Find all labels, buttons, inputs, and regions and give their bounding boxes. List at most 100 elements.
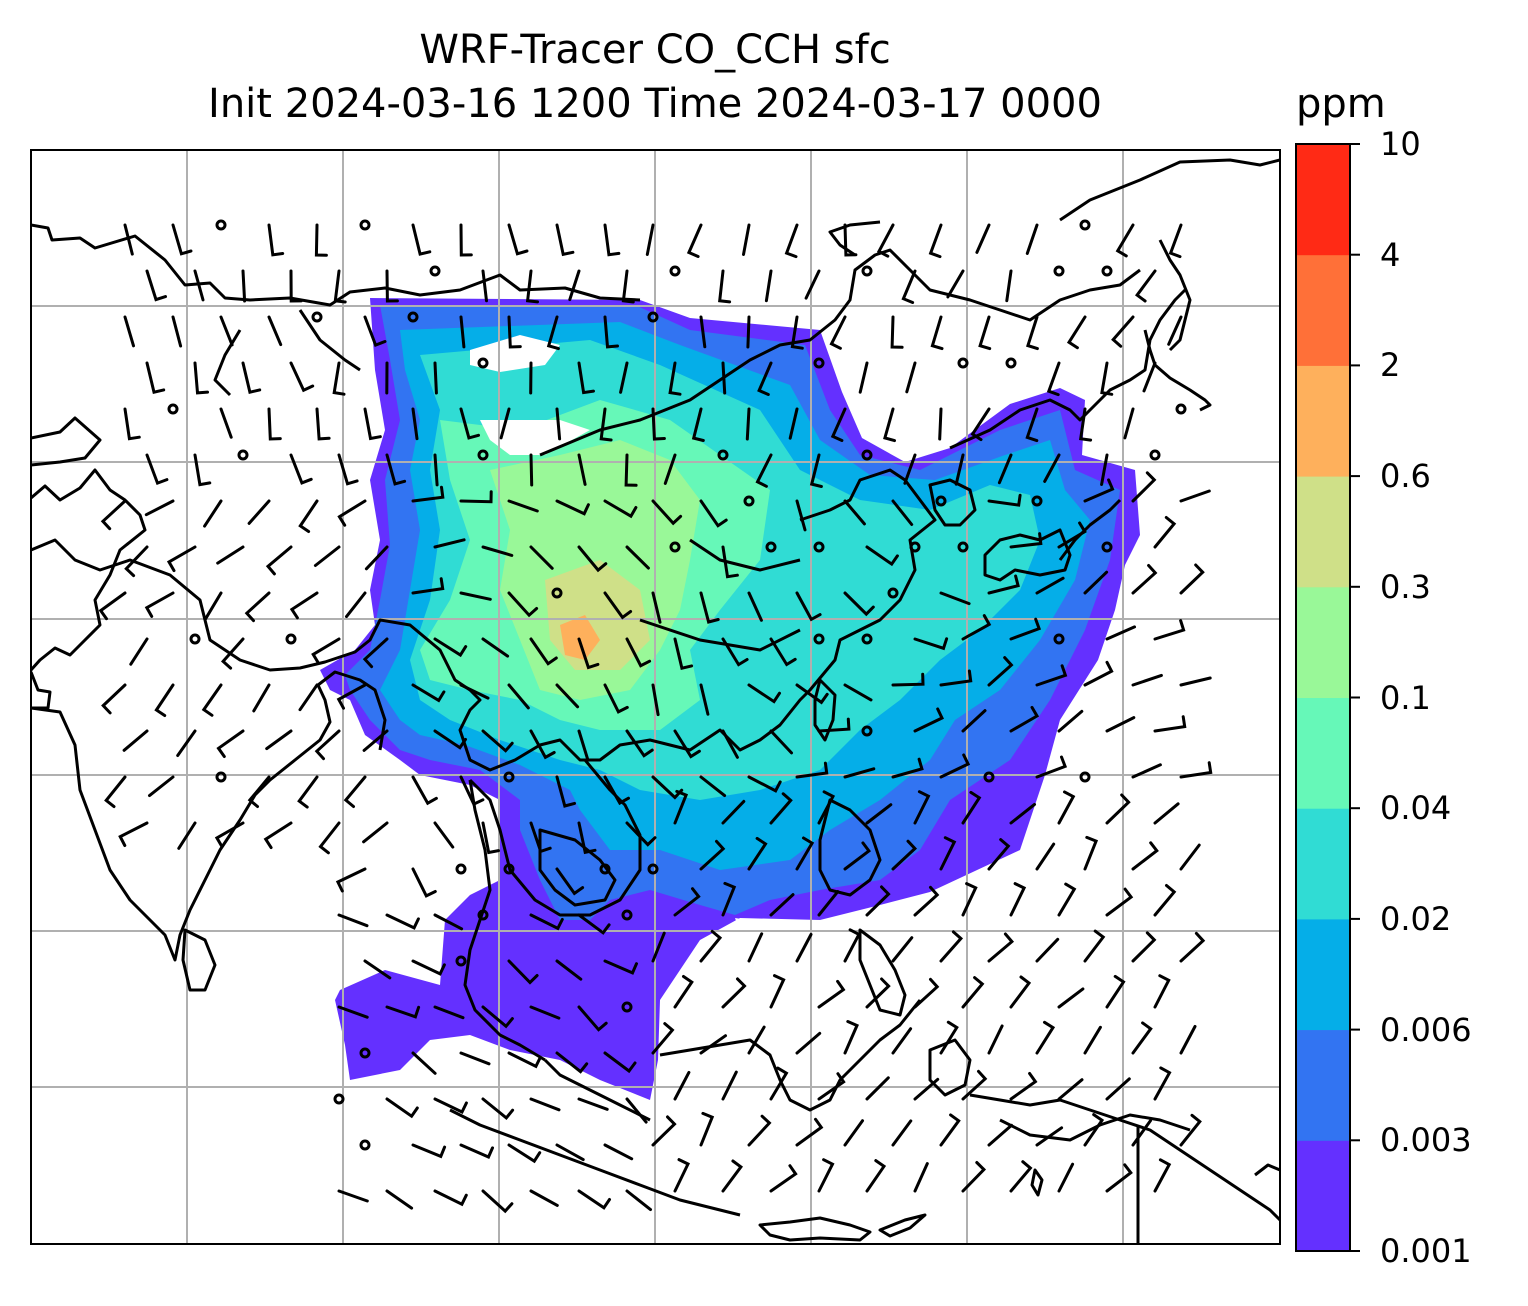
wind-barb (363, 959, 392, 980)
wind-barb (1083, 478, 1115, 503)
wind-barb (385, 913, 420, 930)
wind-barb (1026, 315, 1039, 351)
wind-barb (1153, 802, 1180, 825)
wind-barb (1105, 625, 1136, 641)
wind-barb (459, 407, 480, 440)
calm-circle (621, 1001, 633, 1013)
wind-barb (1105, 1163, 1133, 1193)
wind-barb (433, 821, 455, 849)
wind-barb (507, 959, 539, 985)
wind-barb (961, 614, 992, 641)
wind-barb (481, 545, 514, 557)
wind-barb (755, 453, 773, 488)
calm-circle (861, 633, 873, 645)
wind-barb (145, 453, 169, 486)
calm-circle (407, 311, 419, 323)
wind-barb (1035, 1020, 1056, 1055)
calm-circle (909, 541, 921, 553)
calm-circle (1101, 541, 1113, 553)
calm-circle (599, 863, 611, 875)
wind-barb (1131, 763, 1162, 779)
wind-barb (603, 683, 629, 714)
wind-barb (1179, 931, 1206, 963)
wind-barb (1131, 564, 1158, 595)
wind-barb (913, 977, 940, 1009)
wind-barb (876, 223, 895, 258)
wind-barb (603, 499, 638, 519)
wind-barb (987, 1024, 1004, 1055)
wind-barb (337, 499, 367, 527)
wind-barb (769, 1164, 798, 1193)
wind-barb (318, 821, 341, 855)
wind-barb (1025, 407, 1039, 443)
wind-barb (1131, 1119, 1152, 1147)
wind-barb (481, 1097, 515, 1121)
wind-barb (651, 499, 683, 526)
wind-barb (769, 974, 786, 1009)
wind-barb (817, 1072, 846, 1101)
wind-barb (747, 683, 781, 704)
wind-barb (843, 223, 858, 257)
wind-barb (961, 882, 978, 917)
wind-barb (145, 361, 166, 395)
wind-barb (123, 315, 135, 348)
wind-barb (555, 223, 575, 257)
colorbar-segment (1296, 918, 1350, 1031)
wind-barb (1179, 1113, 1202, 1147)
wind-barb (1057, 790, 1076, 825)
wind-barb (699, 1111, 715, 1147)
calm-circle (813, 541, 825, 553)
colorbar-segment (1296, 365, 1350, 477)
wind-barb (599, 407, 613, 442)
calm-circle (1005, 357, 1017, 369)
calm-circle (455, 863, 467, 875)
wind-barb (721, 1070, 738, 1101)
wind-barb (1105, 974, 1126, 1009)
wind-barb (555, 499, 590, 516)
colorbar-segment (1296, 1140, 1350, 1252)
wind-barb (385, 1097, 419, 1119)
wind-barb (336, 683, 367, 710)
wind-barb (104, 775, 127, 809)
wind-barb (411, 223, 432, 256)
wind-barb (891, 839, 918, 871)
wind-barb (1179, 489, 1211, 503)
wind-barb (721, 881, 737, 917)
wind-barb (289, 269, 303, 303)
wind-barb (987, 838, 1011, 871)
wind-barb (481, 1005, 514, 1029)
wind-barb (529, 453, 534, 487)
wind-barb (267, 407, 282, 441)
wind-barb (263, 821, 293, 850)
calm-circle (1079, 771, 1091, 783)
wind-barb (699, 499, 728, 528)
calm-circle (861, 265, 873, 277)
wind-barb (363, 315, 387, 348)
wind-barb (1035, 755, 1068, 779)
wind-barb (645, 223, 655, 256)
wind-barb (1083, 570, 1109, 595)
wind-barb (337, 1189, 369, 1203)
wind-barb (1179, 843, 1201, 871)
wind-barb (795, 761, 829, 779)
colorbar-tick-label: 0.001 (1380, 1232, 1472, 1270)
wind-barb (267, 223, 285, 257)
wind-barb (883, 407, 896, 443)
wind-barb (1100, 361, 1114, 396)
wind-barb (313, 545, 341, 567)
wind-barb (481, 269, 488, 303)
wind-barb (499, 407, 511, 440)
wind-barb (1035, 842, 1056, 871)
wind-barb (204, 591, 223, 621)
field-level-7 (560, 615, 600, 660)
wind-barb (118, 821, 149, 847)
colorbar-segment (1296, 254, 1350, 366)
wind-barb (1009, 617, 1042, 641)
wind-barb (507, 683, 530, 710)
colorbar-tick-label: 4 (1380, 235, 1401, 274)
wind-barb (411, 683, 446, 703)
wind-barb (939, 1113, 961, 1147)
wind-barb (619, 361, 629, 394)
wind-barb (123, 223, 134, 256)
wind-barb (1168, 223, 1183, 259)
